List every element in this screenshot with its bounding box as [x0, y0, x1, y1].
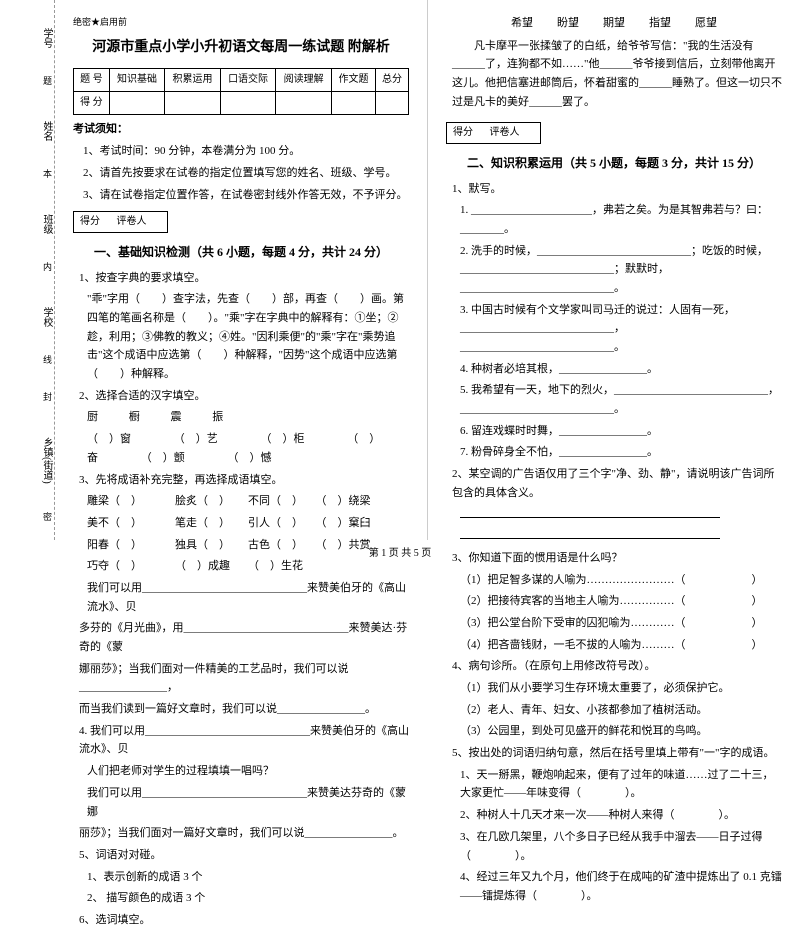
s2-q2-blank [460, 506, 782, 525]
binding-field-4: 乡镇(街道) [0, 437, 54, 484]
passage: 凡卡摩平一张揉皱了的白纸，给爷爷写信："我的生活没有______了，连狗都不如…… [452, 37, 782, 112]
binding-mark-1: 本 [0, 169, 54, 178]
s1-q3-intro: 3、先将成语补充完整，再选择成语填空。 [79, 471, 409, 490]
s1-q3-f4: 4. 我们可以用______________________________来赞… [79, 722, 409, 759]
s1-q3-f1: 多芬的《月光曲》，用______________________________… [79, 619, 409, 656]
s1-q3-f5: 人们把老师对学生的过程填填一唱吗？ [87, 762, 409, 781]
s1-q3-r2: 阳春（ ）独具（ ）古色（ ）（ ）共赏 [87, 536, 409, 555]
s2-q3-2: （3）把公堂台阶下受审的囚犯喻为…………（ ） [460, 614, 782, 633]
section2-title: 二、知识积累运用（共 5 小题，每题 3 分，共计 15 分） [446, 154, 782, 173]
s1-q2-intro: 2、选择合适的汉字填空。 [79, 387, 409, 406]
s2-q1-intro: 1、默写。 [452, 180, 782, 199]
binding-margin: 学号 题 姓名 本 班级 内 学校 线 封 乡镇(街道) 密 [0, 0, 55, 540]
right-column: 希望盼望期望指望愿望 凡卡摩平一张揉皱了的白纸，给爷爷写信："我的生活没有___… [428, 0, 800, 540]
grader-label: 评卷人 [117, 216, 147, 227]
s2-q4-0: （1）我们从小要学习生存环境太重要了，必须保护它。 [460, 679, 782, 698]
score-label: 得分 [80, 216, 100, 227]
notice-title: 考试须知： [73, 121, 409, 139]
binding-field-1: 姓名 [0, 121, 54, 141]
s1-q3-r1: 美不（ ）笔走（ ）引人（ ）（ ）窠臼 [87, 514, 409, 533]
s2-q4-2: （3）公园里，到处可见盛开的鲜花和悦耳的鸟鸣。 [460, 722, 782, 741]
exam-title: 河源市重点小学小升初语文每周一练试题 附解析 [73, 37, 409, 59]
s2-q5-0: 1、天一掰黑，鞭炮响起来，便有了过年的味道……过了二十三，大家更忙——年味变得（… [460, 766, 782, 803]
binding-mark-2: 内 [0, 262, 54, 271]
score-row2: 得 分 [74, 91, 110, 114]
s1-q3-f0: 我们可以用______________________________来赞美伯牙… [87, 579, 409, 616]
s2-q1-1: 2. 洗手的时候，____________________________；吃饭… [460, 242, 782, 298]
grader-box-2: 得分 评卷人 [446, 122, 541, 144]
s1-q3-f3: 而当我们读到一篇好文章时，我们可以说________________。 [79, 700, 409, 719]
section1-title: 一、基础知识检测（共 6 小题，每题 4 分，共计 24 分） [73, 243, 409, 262]
s2-q1-4: 5. 我希望有一天，地下的烈火，________________________… [460, 381, 782, 418]
s2-q5-1: 2、种树人十几天才来一次——种树人来得（ ）。 [460, 806, 782, 825]
s2-q5-intro: 5、按出处的词语归纳句意，然后在括号里填上带有"一"字的成语。 [452, 744, 782, 763]
s1-q3-r3: 巧夺（ ）（ ）成趣（ ）生花 [87, 557, 409, 576]
binding-mark-4: 封 [0, 392, 54, 401]
s2-q5-2: 3、在几欧几架里，八个多日子已经从我手中溜去——日子过得（ ）。 [460, 828, 782, 865]
score-h3: 口语交际 [220, 68, 276, 91]
word-bank: 希望盼望期望指望愿望 [446, 15, 782, 33]
s1-q1-intro: 1、按查字典的要求填空。 [79, 269, 409, 288]
s2-q4-1: （2）老人、青年、妇女、小孩都参加了植树活动。 [460, 701, 782, 720]
binding-mark-5: 密 [0, 512, 54, 521]
s2-q1-2: 3. 中国古时候有个文学家叫司马迁的说过：人固有一死，_____________… [460, 301, 782, 357]
notice-3: 3、请在试卷指定位置作答，在试卷密封线外作答无效，不予评分。 [83, 186, 409, 205]
score-h2: 积累运用 [165, 68, 221, 91]
s1-q2-opts: （ ）窗 （ ）艺 （ ）柜 （ ）奋 （ ）颤 （ ）憾 [87, 430, 409, 467]
s1-q1-text: "乖"字用（ ）查字法，先查（ ）部，再查（ ）画。第四笔的笔画名称是（ ）。"… [87, 290, 409, 383]
s2-q1-5: 6. 留连戏蝶时时舞，________________。 [460, 422, 782, 441]
s1-q6-intro: 6、选词填空。 [79, 911, 409, 930]
s1-q5-i0: 1、表示创新的成语 3 个 [87, 868, 409, 887]
notice-1: 1、考试时间：90 分钟，本卷满分为 100 分。 [83, 142, 409, 161]
s1-q5-intro: 5、词语对对碰。 [79, 846, 409, 865]
binding-mark-3: 线 [0, 355, 54, 364]
s1-q3-f6: 我们可以用______________________________来赞美达芬… [87, 784, 409, 821]
s2-q1-3: 4. 种树者必培其根，________________。 [460, 360, 782, 379]
binding-field-0: 学号 [0, 28, 54, 48]
score-h5: 作文题 [331, 68, 375, 91]
score-h1: 知识基础 [109, 68, 165, 91]
score-h0: 题 号 [74, 68, 110, 91]
secret-label: 绝密★启用前 [73, 15, 409, 29]
s2-q3-3: （4）把吝啬钱财，一毛不拔的人喻为………（ ） [460, 636, 782, 655]
s1-q3-f2: 娜丽莎》；当我们面对一件精美的工艺品时，我们可以说_______________… [79, 660, 409, 697]
left-column: 绝密★启用前 河源市重点小学小升初语文每周一练试题 附解析 题 号 知识基础 积… [55, 0, 428, 540]
s2-q4-intro: 4、病句诊所。（在原句上用修改符号改）。 [452, 657, 782, 676]
s2-q2-blank2 [460, 527, 782, 546]
s2-q1-6: 7. 粉骨碎身全不怕，________________。 [460, 443, 782, 462]
s2-q2-intro: 2、某空调的广告语仅用了三个字"净、劲、静"，请说明该广告词所包含的具体含义。 [452, 465, 782, 502]
score-table: 题 号 知识基础 积累运用 口语交际 阅读理解 作文题 总分 得 分 [73, 68, 409, 115]
s1-q5-i1: 2、 描写颜色的成语 3 个 [87, 889, 409, 908]
score-h6: 总分 [376, 68, 409, 91]
binding-field-2: 班级 [0, 214, 54, 234]
s1-q3-f7: 丽莎》；当我们面对一篇好文章时，我们可以说________________。 [79, 824, 409, 843]
notice-2: 2、请首先按要求在试卷的指定位置填写您的姓名、班级、学号。 [83, 164, 409, 183]
binding-field-3: 学校 [0, 307, 54, 327]
score-h4: 阅读理解 [276, 68, 332, 91]
s2-q3-1: （2）把接待宾客的当地主人喻为……………（ ） [460, 592, 782, 611]
s1-q3-r0: 雕梁（ ）脍炙（ ）不同（ ）（ ）绕梁 [87, 492, 409, 511]
s2-q1-0: 1. ______________________，弗若之矣。为是其智弗若与？曰… [460, 201, 782, 238]
grader-box: 得分 评卷人 [73, 211, 168, 233]
s2-q5-3: 4、经过三年又九个月，他们终于在成吨的矿渣中提炼出了 0.1 克镭——镭提炼得（… [460, 868, 782, 905]
s2-q3-0: （1）把足智多谋的人喻为……………………（ ） [460, 571, 782, 590]
s1-q2-chars: 厨 橱 震 振 [87, 408, 409, 427]
binding-mark-0: 题 [0, 76, 54, 85]
